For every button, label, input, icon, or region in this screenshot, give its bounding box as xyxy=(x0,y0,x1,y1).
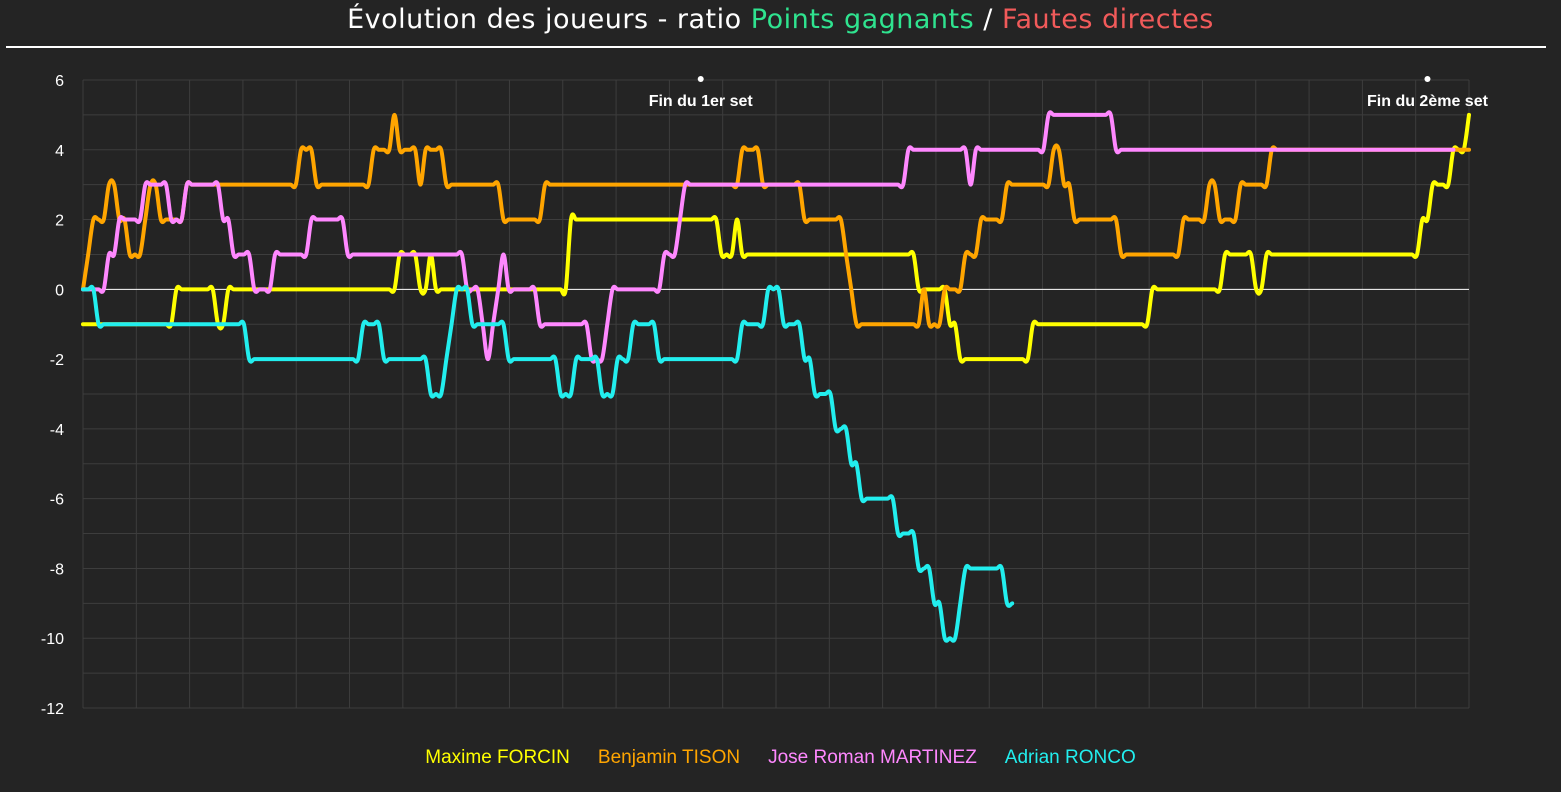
annotation-label: Fin du 2ème set xyxy=(1367,93,1489,110)
y-tick-label: -4 xyxy=(50,422,64,439)
chart-series xyxy=(81,110,1471,643)
chart-grid xyxy=(82,79,1470,709)
title-underline xyxy=(6,46,1546,48)
legend-item[interactable]: Jose Roman MARTINEZ xyxy=(768,747,977,768)
legend-item[interactable]: Benjamin TISON xyxy=(597,747,741,768)
legend-item[interactable]: Adrian RONCO xyxy=(1004,747,1136,768)
annotation-marker xyxy=(697,76,704,82)
y-tick-label: -8 xyxy=(50,561,64,578)
y-tick-label: 6 xyxy=(55,73,64,90)
y-tick-label: -10 xyxy=(41,631,64,648)
chart-legend: Maxime FORCIN Benjamin TISON Jose Roman MA… xyxy=(0,747,1561,769)
y-tick-label: -12 xyxy=(41,701,64,718)
chart-title-prefix: Évolution des joueurs - ratio xyxy=(347,4,751,35)
series-line-jose-roman-martinez xyxy=(81,110,1456,364)
y-tick-label: -2 xyxy=(50,352,64,369)
y-axis-ticks: 6 4 2 0 -2 -4 -6 -8 -10 -12 xyxy=(41,73,64,718)
chart-title: Évolution des joueurs - ratio Points gag… xyxy=(0,4,1561,35)
series-line-maxime-forcin xyxy=(81,112,1471,364)
annotation-marker xyxy=(1424,76,1431,82)
legend-item[interactable]: Maxime FORCIN xyxy=(425,747,570,768)
chart-title-winners: Points gagnants xyxy=(750,4,975,35)
chart-title-errors: Fautes directes xyxy=(1001,4,1214,35)
y-tick-label: 4 xyxy=(55,143,64,160)
y-tick-label: -6 xyxy=(50,492,64,509)
annotation-label: Fin du 1er set xyxy=(649,93,754,110)
chart-title-separator: / xyxy=(974,4,1002,35)
series-line-adrian-ronco xyxy=(81,284,1015,643)
y-tick-label: 2 xyxy=(55,213,64,230)
chart-annotations: Fin du 1er set Fin du 2ème set xyxy=(649,76,1489,110)
y-tick-label: 0 xyxy=(55,282,64,299)
